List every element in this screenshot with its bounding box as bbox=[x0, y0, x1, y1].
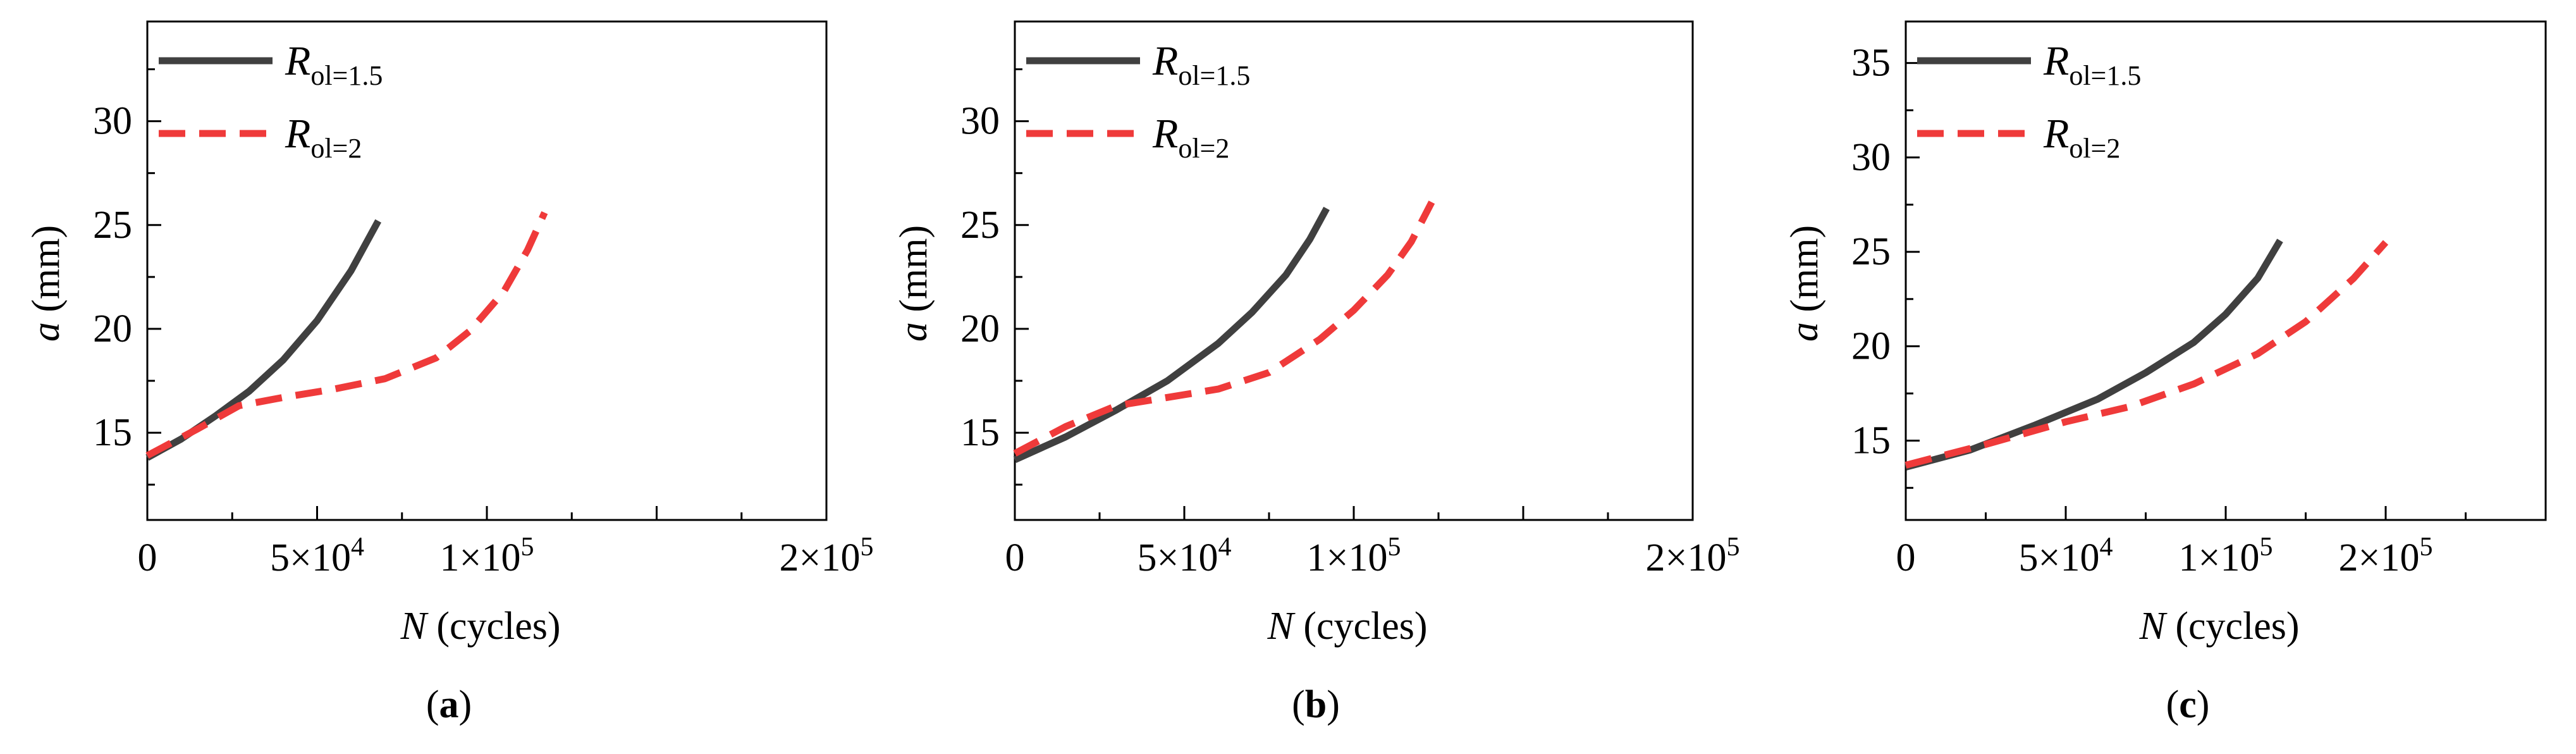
y-tick-label: 20 bbox=[960, 307, 1000, 350]
x-axis-title: N (cycles) bbox=[1267, 605, 1427, 648]
legend-label: Rol=2 bbox=[285, 111, 362, 164]
plot-frame bbox=[1014, 20, 1694, 521]
legend-label: Rol=1.5 bbox=[1152, 38, 1250, 91]
legend-label: Rol=2 bbox=[2043, 111, 2120, 164]
legend-label: Rol=1.5 bbox=[2043, 38, 2141, 91]
y-tick-label: 15 bbox=[1851, 419, 1891, 462]
y-tick-label: 20 bbox=[93, 307, 132, 350]
legend-label: Rol=1.5 bbox=[285, 38, 383, 91]
series-line-rol-2 bbox=[145, 211, 548, 459]
series-line-rol-1-5 bbox=[1904, 238, 2283, 471]
x-tick-label: 1×105 bbox=[2179, 533, 2273, 579]
x-tick-label: 0 bbox=[1005, 536, 1025, 579]
x-tick-label: 5×104 bbox=[1138, 533, 1232, 579]
chart-panel-c: 0 5×104 1×105 2×105 15 20 25 30 35 N (cycles) a (m… bbox=[1783, 20, 2547, 726]
y-tick-label: 15 bbox=[93, 411, 132, 454]
y-axis-title: a (mm) bbox=[25, 225, 68, 342]
x-tick-label: 0 bbox=[138, 536, 157, 579]
y-tick-label: 25 bbox=[1851, 230, 1891, 273]
x-tick-label: 2×105 bbox=[1646, 533, 1740, 579]
x-tick-label: 1×105 bbox=[1307, 533, 1401, 579]
series-line-rol-2 bbox=[1013, 201, 1435, 457]
x-tick-label: 5×104 bbox=[2019, 533, 2113, 579]
x-axis-title: N (cycles) bbox=[400, 605, 560, 648]
panel-label: (c) bbox=[2166, 683, 2210, 726]
y-tick-label: 30 bbox=[1851, 136, 1891, 179]
y-tick-label: 20 bbox=[1851, 324, 1891, 368]
series-line-rol-1-5 bbox=[1013, 206, 1330, 463]
x-axis-title: N (cycles) bbox=[2138, 605, 2299, 648]
y-tick-label: 30 bbox=[93, 100, 132, 143]
plot-frame bbox=[146, 20, 828, 521]
y-tick-label: 25 bbox=[960, 204, 1000, 247]
chart-panel-a: 0 5×104 1×105 2×105 15 20 25 30 N (cycles) a (mm)… bbox=[25, 20, 874, 726]
y-axis-title: a (mm) bbox=[892, 225, 935, 342]
panel-label: (a) bbox=[426, 683, 472, 726]
y-tick-label: 15 bbox=[960, 411, 1000, 454]
legend-label: Rol=2 bbox=[1152, 111, 1229, 164]
x-tick-label: 1×105 bbox=[440, 533, 534, 579]
series-line-rol-2 bbox=[1904, 240, 2389, 469]
x-tick-label: 0 bbox=[1896, 536, 1916, 579]
x-tick-label: 5×104 bbox=[270, 533, 364, 579]
y-tick-label: 25 bbox=[93, 204, 132, 247]
plot-frame bbox=[1904, 20, 2547, 521]
y-tick-label: 35 bbox=[1851, 42, 1891, 85]
chart-panel-b: 0 5×104 1×105 2×105 15 20 25 30 N (cycles) a (mm)… bbox=[892, 20, 1740, 726]
x-tick-label: 2×105 bbox=[780, 533, 874, 579]
y-tick-label: 30 bbox=[960, 100, 1000, 143]
y-axis-title: a (mm) bbox=[1783, 225, 1826, 342]
x-tick-label: 2×105 bbox=[2339, 533, 2433, 579]
panel-label: (b) bbox=[1292, 683, 1340, 726]
series-line-rol-1-5 bbox=[145, 219, 382, 461]
